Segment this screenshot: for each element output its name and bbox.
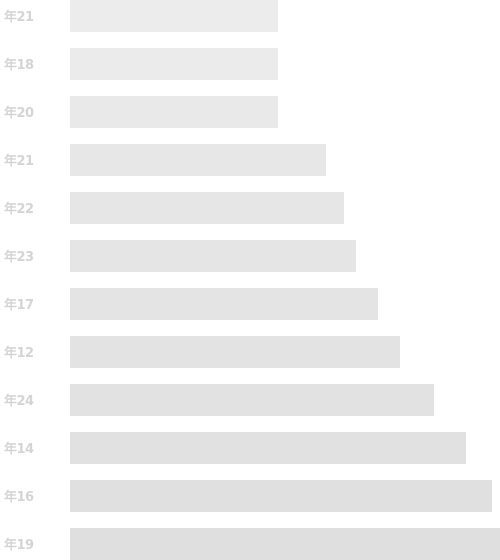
bar-4 (70, 144, 326, 176)
bar-12 (70, 528, 500, 560)
bar-10 (70, 432, 466, 464)
bar-7 (70, 288, 378, 320)
bar-6 (70, 240, 356, 272)
category-label-8: 年12 (4, 345, 34, 361)
category-label-9: 年24 (4, 393, 34, 409)
category-label-4: 年21 (4, 153, 34, 169)
category-labels-group: 年21 年18 年20 年21 年22 年23 年17 年12 年24 年14 年16 年19 (4, 9, 35, 553)
category-label-12: 年19 (4, 537, 34, 553)
category-label-6: 年23 (4, 249, 34, 265)
bar-2 (70, 48, 278, 80)
category-label-5: 年22 (4, 201, 34, 217)
bar-9 (70, 384, 434, 416)
bar-11 (70, 480, 492, 512)
category-label-1: 年21 (4, 9, 34, 25)
category-label-11: 年16 (4, 489, 34, 505)
bar-8 (70, 336, 400, 368)
bars-group (70, 0, 500, 560)
bar-3 (70, 96, 278, 128)
bar-5 (70, 192, 344, 224)
bar-1 (70, 0, 278, 32)
category-label-2: 年18 (4, 57, 34, 73)
category-label-10: 年14 (4, 441, 34, 457)
category-label-3: 年20 (4, 105, 34, 121)
category-label-7: 年17 (4, 297, 34, 313)
